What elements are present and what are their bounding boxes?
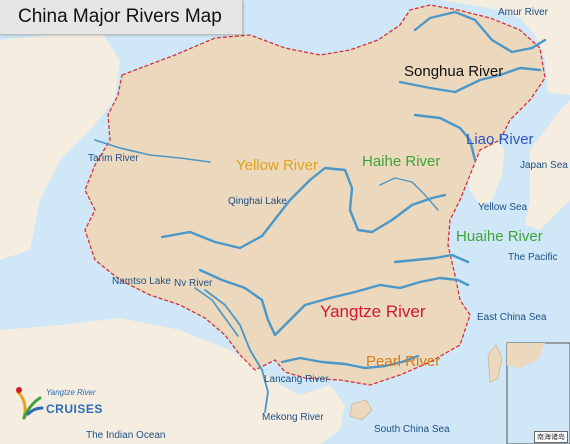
foreign-land-west xyxy=(0,30,120,260)
label-indian-ocean: The Indian Ocean xyxy=(86,430,166,441)
label-mekong-river: Mekong River xyxy=(262,412,324,423)
logo-text-main: CRUISES xyxy=(46,402,103,416)
foreign-land-north xyxy=(245,0,570,95)
nv-river-line xyxy=(194,287,239,337)
label-huaihe-river: Huaihe River xyxy=(456,228,543,245)
amur-river-line xyxy=(413,10,547,54)
yangtze-river-line xyxy=(198,268,470,337)
label-yellow-river: Yellow River xyxy=(236,157,318,174)
label-japan-sea: Japan Sea xyxy=(520,160,568,171)
logo-text-top: Yangtze River xyxy=(46,388,96,397)
label-yangtze-river: Yangtze River xyxy=(320,302,426,321)
label-amur-river: Amur River xyxy=(498,7,549,18)
label-south-china-sea: South China Sea xyxy=(374,424,450,435)
yellow-river-line xyxy=(160,166,447,250)
label-haihe-river: Haihe River xyxy=(362,153,441,170)
label-liao-river: Liao River xyxy=(466,131,534,148)
label-the-pacific: The Pacific xyxy=(508,252,558,263)
songhua-river-line xyxy=(398,66,542,94)
foreign-land-japan xyxy=(525,100,570,230)
rivers xyxy=(94,10,547,413)
label-nv-river: Nv River xyxy=(174,278,213,289)
map-title: China Major Rivers Map xyxy=(18,6,222,27)
china-land xyxy=(84,4,546,386)
foreign-land-vietnam xyxy=(300,385,345,444)
label-pearl-river: Pearl River xyxy=(366,353,441,370)
tarim-river-line xyxy=(94,139,211,163)
label-songhua-river: Songhua River xyxy=(404,63,504,80)
liao-river-line xyxy=(413,113,477,162)
huaihe-river-line xyxy=(393,253,470,264)
pearl-river-line xyxy=(280,354,420,370)
foreign-land-south xyxy=(0,318,310,444)
label-lancang-river: Lancang River xyxy=(264,374,329,385)
label-namtso-lake: Namtso Lake xyxy=(112,276,171,287)
yangtze-cruises-logo-icon xyxy=(16,387,44,420)
lancang-river-line xyxy=(204,289,269,413)
taiwan-island xyxy=(487,344,503,383)
inset-coast xyxy=(507,343,545,368)
haihe-river-line xyxy=(379,177,439,211)
label-tarim-river: Tarim River xyxy=(88,153,139,164)
label-qinghai-lake: Qinghai Lake xyxy=(228,196,287,207)
map-title-box: China Major Rivers Map xyxy=(0,0,243,35)
hainan-island xyxy=(349,399,373,421)
label-east-china-sea: East China Sea xyxy=(477,312,547,323)
inset-caption: 南海诸岛 xyxy=(534,431,568,443)
label-yellow-sea: Yellow Sea xyxy=(478,202,528,213)
